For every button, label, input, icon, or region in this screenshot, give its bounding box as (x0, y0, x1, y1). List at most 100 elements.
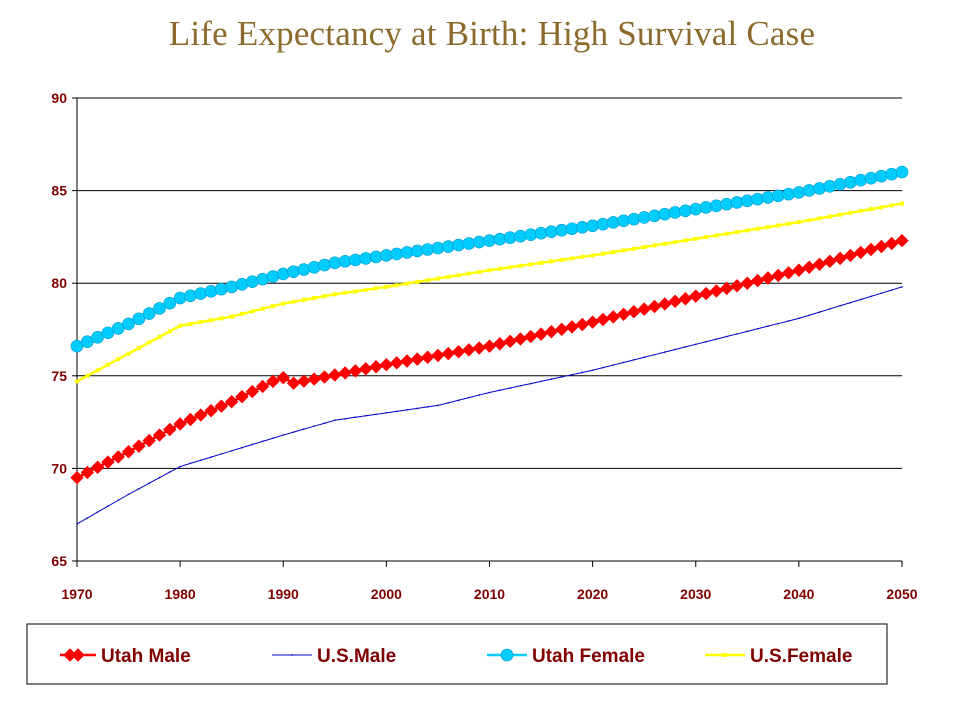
data-point-utah-female (637, 211, 651, 224)
data-point-u-s-male (148, 482, 150, 484)
data-point-utah-male (874, 239, 889, 254)
data-point-u-s-female (291, 299, 296, 304)
data-point-u-s-female (858, 208, 863, 213)
data-point-u-s-male (787, 320, 790, 322)
data-point-u-s-female (167, 329, 172, 334)
data-point-utah-male (204, 403, 218, 418)
data-point-utah-male (771, 268, 785, 283)
data-point-utah-male (823, 254, 837, 269)
data-point-u-s-male (447, 402, 449, 404)
data-point-utah-male (637, 302, 651, 316)
series-utah-female (70, 165, 909, 353)
data-point-utah-female (668, 206, 682, 219)
data-point-utah-male (884, 236, 899, 251)
data-point-utah-male (80, 465, 95, 480)
data-point-u-s-female (147, 340, 152, 345)
data-point-utah-male (678, 292, 693, 306)
data-point-utah-male (173, 417, 187, 431)
data-point-u-s-male (282, 434, 284, 436)
series-utah-male (70, 233, 909, 485)
data-point-u-s-male (602, 366, 604, 369)
data-point-u-s-male (509, 387, 511, 389)
data-point-utah-male (781, 266, 796, 280)
data-point-utah-female (823, 180, 837, 193)
data-point-u-s-male (550, 378, 553, 380)
data-point-utah-male (307, 372, 321, 386)
data-point-utah-male (462, 343, 476, 357)
data-point-u-s-male (901, 286, 903, 288)
data-point-u-s-female (838, 212, 843, 217)
data-point-u-s-male (230, 450, 233, 452)
data-point-utah-male (493, 337, 507, 351)
data-point-u-s-female (85, 373, 90, 378)
data-point-utah-female (246, 275, 259, 289)
data-point-utah-male (606, 310, 620, 324)
data-point-u-s-female (817, 216, 822, 221)
data-point-u-s-male (581, 371, 584, 374)
data-point-u-s-female (600, 251, 605, 256)
data-point-utah-female (204, 285, 218, 298)
data-point-utah-male (400, 354, 414, 368)
data-point-u-s-female (95, 368, 100, 373)
x-tick-label: 2020 (577, 586, 608, 602)
data-point-u-s-male (488, 391, 491, 394)
data-point-utah-male (709, 284, 724, 298)
data-point-utah-male (544, 325, 559, 339)
data-point-utah-male (317, 370, 332, 384)
data-point-utah-male (132, 439, 146, 453)
data-point-utah-male (658, 297, 672, 311)
data-point-u-s-female (116, 357, 121, 362)
data-point-utah-female (792, 186, 806, 199)
data-point-u-s-female (157, 334, 162, 339)
data-point-u-s-male (777, 322, 779, 325)
data-point-u-s-female (384, 284, 389, 289)
data-point-u-s-male (643, 356, 645, 358)
data-point-utah-female (761, 191, 775, 204)
data-point-utah-male (585, 315, 600, 329)
data-point-u-s-male (571, 373, 573, 376)
data-point-utah-female (153, 302, 166, 315)
data-point-utah-male (235, 389, 249, 404)
legend-label-u-s-female: U.S.Female (750, 646, 852, 667)
data-point-utah-male (451, 345, 466, 359)
data-point-utah-male (276, 370, 290, 385)
x-tick-label: 2030 (680, 586, 711, 602)
data-point-u-s-female (796, 220, 801, 225)
data-point-utah-male (121, 445, 136, 459)
data-point-u-s-female (126, 351, 131, 356)
data-point-u-s-female (724, 231, 729, 236)
x-tick-label: 1970 (61, 586, 92, 602)
data-point-u-s-female (105, 362, 110, 367)
data-point-utah-female (833, 178, 847, 191)
data-point-u-s-female (611, 250, 616, 255)
data-point-u-s-male (870, 295, 872, 298)
data-point-u-s-female (879, 205, 884, 210)
data-point-u-s-male (746, 330, 749, 333)
data-point-u-s-female (673, 240, 678, 245)
data-point-u-s-male (591, 369, 594, 371)
data-point-u-s-male (839, 305, 841, 307)
data-point-u-s-male (272, 437, 274, 439)
data-point-u-s-female (518, 263, 523, 268)
data-point-utah-male (359, 362, 373, 376)
legend-item-utah-female: Utah Female (487, 646, 645, 667)
data-point-u-s-male (334, 419, 336, 421)
legend-marker-u-s-male (291, 654, 293, 656)
data-point-u-s-female (765, 225, 770, 230)
data-point-utah-female (854, 173, 868, 187)
data-point-utah-female (617, 214, 630, 228)
data-point-u-s-female (755, 226, 760, 231)
data-point-u-s-female (549, 259, 554, 264)
data-point-utah-female (142, 307, 156, 320)
data-point-utah-male (194, 408, 208, 422)
axes (72, 97, 903, 567)
data-point-u-s-male (468, 396, 470, 399)
data-point-utah-male (843, 248, 858, 263)
data-point-utah-male (297, 374, 311, 388)
data-point-utah-male (90, 460, 105, 474)
data-point-u-s-female (394, 283, 399, 288)
data-point-u-s-female (508, 265, 513, 270)
data-point-u-s-male (736, 333, 738, 335)
data-point-u-s-male (406, 409, 408, 411)
data-point-utah-male (70, 470, 84, 485)
